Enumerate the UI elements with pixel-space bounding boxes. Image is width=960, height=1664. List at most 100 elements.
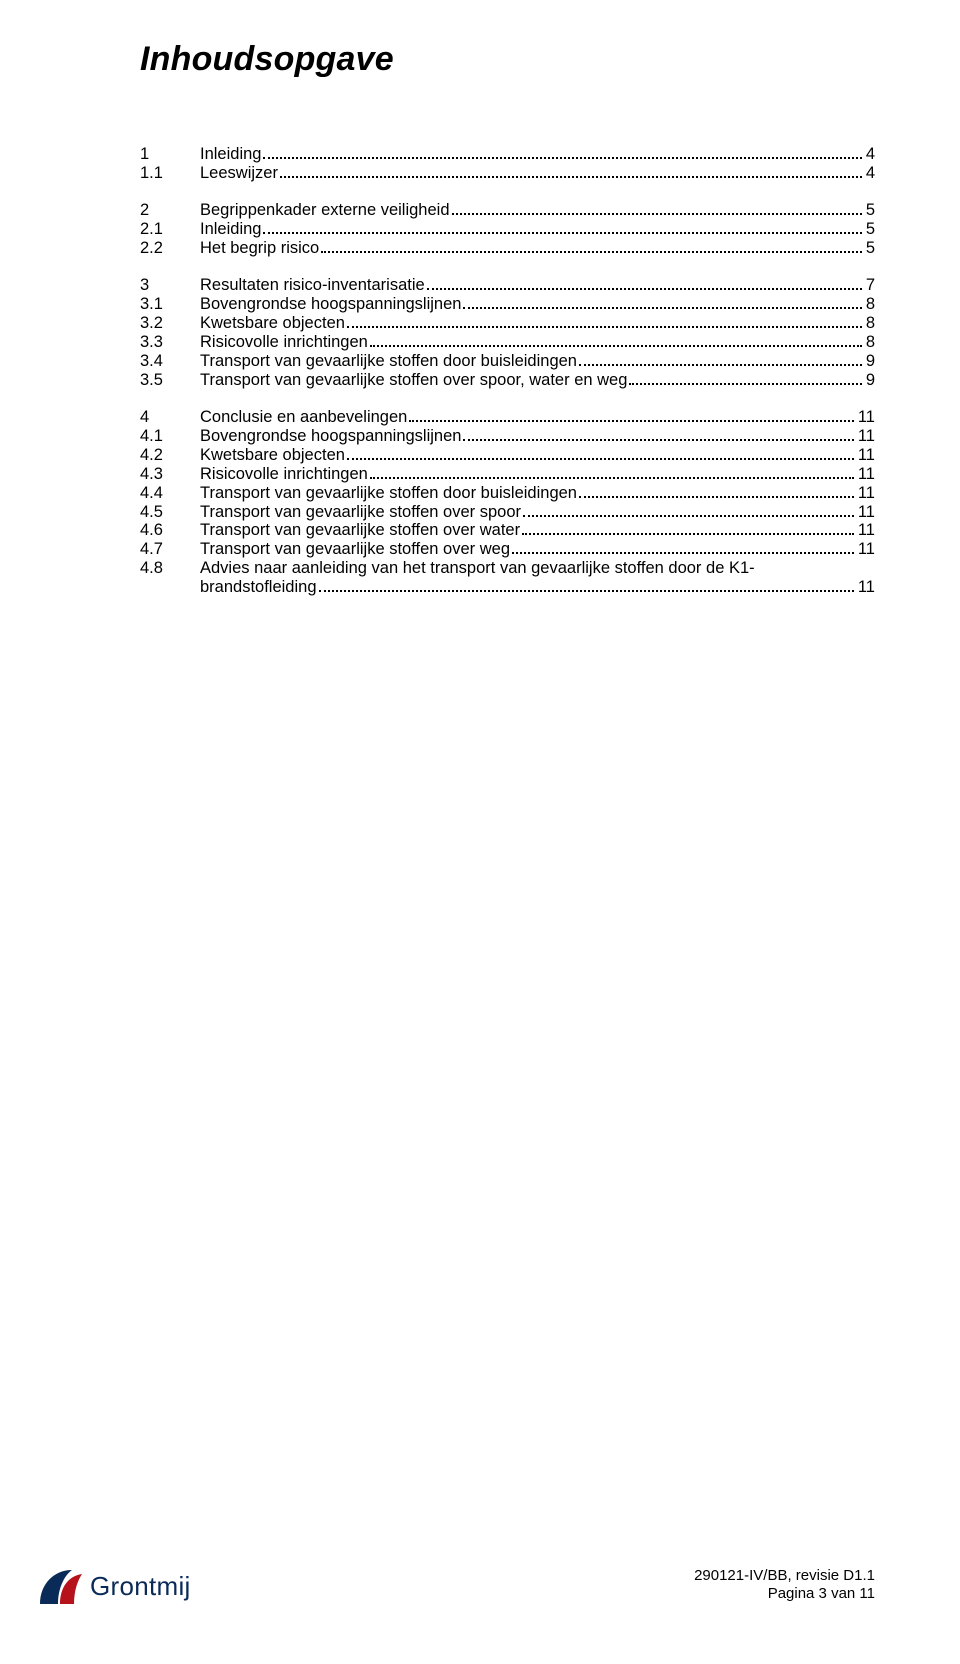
toc-entry: 1Inleiding 4 [140,145,875,164]
toc-entry: 1.1Leeswijzer 4 [140,164,875,183]
toc-entry-number: 4.2 [140,446,200,465]
document-page: Inhoudsopgave 1Inleiding41.1Leeswijzer42… [0,0,960,1664]
toc-entry: 2.1Inleiding 5 [140,220,875,239]
toc-leader-dots [463,307,861,309]
toc-leader-dots [321,251,862,253]
toc-entry-number: 3.1 [140,295,200,314]
toc-entry-page: 8 [866,295,875,314]
toc-leader-dots [522,533,854,535]
toc-entry-label: Begrippenkader externe veiligheid [200,201,450,220]
toc-container: 1Inleiding41.1Leeswijzer42Begrippenkader… [140,145,875,597]
toc-entry-page: 4 [866,145,875,164]
toc-entry-page: 5 [866,201,875,220]
toc-entry-label: Advies naar aanleiding van het transport… [200,559,755,578]
toc-entry: 4.5Transport van gevaarlijke stoffen ove… [140,503,875,522]
toc-entry: 4Conclusie en aanbevelingen 11 [140,408,875,427]
toc-entry-page: 9 [866,371,875,390]
toc-entry-label: Transport van gevaarlijke stoffen door b… [200,352,577,371]
footer-logo: Grontmij [36,1564,191,1608]
toc-entry-number: 4.4 [140,484,200,503]
toc-entry-label: Transport van gevaarlijke stoffen over s… [200,371,627,390]
toc-entry-number: 2.2 [140,239,200,258]
toc-entry-page: 9 [866,352,875,371]
toc-entry-page: 11 [858,427,875,446]
toc-entry: 2.2Het begrip risico 5 [140,239,875,258]
toc-entry-label: Leeswijzer [200,164,278,183]
toc-leader-dots [629,383,861,385]
toc-entry-label: Inleiding [200,145,261,164]
toc-entry: 3.3Risicovolle inrichtingen8 [140,333,875,352]
grontmij-logo-icon [36,1564,84,1608]
toc-entry: 3.2Kwetsbare objecten 8 [140,314,875,333]
toc-entry: 3.1Bovengrondse hoogspanningslijnen 8 [140,295,875,314]
toc-leader-dots [370,477,854,479]
toc-entry-page: 5 [866,220,875,239]
toc-entry: 4.2Kwetsbare objecten11 [140,446,875,465]
toc-entry-number: 3.5 [140,371,200,390]
toc-entry-label: Bovengrondse hoogspanningslijnen [200,295,461,314]
toc-leader-dots [347,458,854,460]
toc-leader-dots [347,326,862,328]
toc-entry-page: 7 [866,276,875,295]
toc-entry-page: 8 [866,333,875,352]
toc-entry: 4.4Transport van gevaarlijke stoffen doo… [140,484,875,503]
toc-entry-label: Risicovolle inrichtingen [200,333,368,352]
toc-entry-page: 11 [858,465,875,484]
toc-entry-number: 3.2 [140,314,200,333]
toc-entry-number: 3 [140,276,200,295]
footer-meta: 290121-IV/BB, revisie D1.1 Pagina 3 van … [694,1567,875,1605]
toc-leader-dots [523,515,854,517]
toc-entry-label: Bovengrondse hoogspanningslijnen [200,427,461,446]
toc-leader-dots [463,439,853,441]
toc-leader-dots [263,157,861,159]
toc-entry-number: 4.1 [140,427,200,446]
toc-entry-label: Resultaten risico-inventarisatie [200,276,425,295]
toc-group-gap [140,258,875,276]
toc-entry-number: 1.1 [140,164,200,183]
footer-page-number: Pagina 3 van 11 [694,1585,875,1604]
toc-entry-page: 5 [866,239,875,258]
toc-entry-number: 4 [140,408,200,427]
toc-leader-dots [579,364,862,366]
toc-group-gap [140,390,875,408]
toc-entry-page: 11 [858,521,875,540]
toc-entry: 4.3Risicovolle inrichtingen11 [140,465,875,484]
toc-leader-dots [319,590,854,592]
toc-entry-page: 4 [866,164,875,183]
toc-entry-number: 2.1 [140,220,200,239]
toc-entry: 3Resultaten risico-inventarisatie 7 [140,276,875,295]
toc-entry-label: Transport van gevaarlijke stoffen over w… [200,521,520,540]
toc-entry-label: Kwetsbare objecten [200,314,345,333]
toc-entry: 3.5Transport van gevaarlijke stoffen ove… [140,371,875,390]
toc-entry-page: 11 [858,408,875,427]
toc-leader-dots [579,496,854,498]
toc-entry: 3.4Transport van gevaarlijke stoffen doo… [140,352,875,371]
toc-entry-label: Kwetsbare objecten [200,446,345,465]
toc-entry-page: 11 [858,578,875,597]
toc-entry-number: 4.6 [140,521,200,540]
toc-leader-dots [263,232,861,234]
toc-leader-dots [452,213,862,215]
toc-entry-label: Het begrip risico [200,239,319,258]
toc-entry-label: Transport van gevaarlijke stoffen over s… [200,503,521,522]
toc-entry: 4.8Advies naar aanleiding van het transp… [140,559,875,578]
toc-entry-page: 11 [858,503,875,522]
toc-entry-page: 11 [858,540,875,559]
toc-entry-label: Conclusie en aanbevelingen [200,408,407,427]
toc-entry-number: 4.5 [140,503,200,522]
toc-entry-label: Inleiding [200,220,261,239]
toc-leader-dots [409,420,854,422]
toc-entry-page: 11 [858,484,875,503]
toc-entry-number: 1 [140,145,200,164]
toc-entry-page: 8 [866,314,875,333]
toc-group-gap [140,183,875,201]
toc-entry: 4.7Transport van gevaarlijke stoffen ove… [140,540,875,559]
toc-entry-continuation: brandstofleiding 11 [140,578,875,597]
toc-entry-label: brandstofleiding [200,578,317,597]
toc-entry-number: 2 [140,201,200,220]
page-title: Inhoudsopgave [140,40,875,79]
toc-entry-number: 4.7 [140,540,200,559]
footer-reference: 290121-IV/BB, revisie D1.1 [694,1567,875,1586]
toc-entry: 4.6Transport van gevaarlijke stoffen ove… [140,521,875,540]
toc-entry: 4.1Bovengrondse hoogspanningslijnen 11 [140,427,875,446]
